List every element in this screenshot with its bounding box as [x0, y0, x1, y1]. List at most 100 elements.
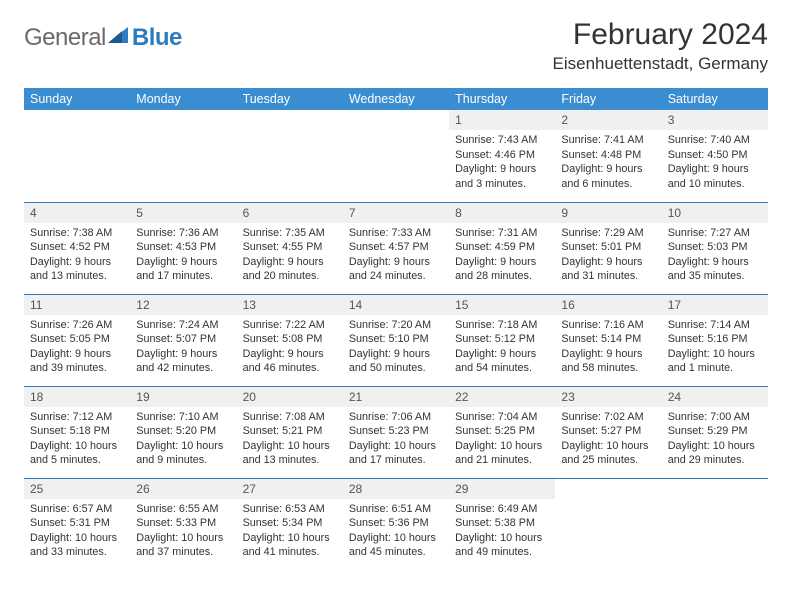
day-header: Tuesday [237, 88, 343, 110]
sunset-text: Sunset: 5:23 PM [349, 424, 443, 439]
day-number: 10 [662, 203, 768, 223]
sunrise-text: Sunrise: 7:29 AM [561, 226, 655, 241]
daylight-text: Daylight: 9 hours and 58 minutes. [561, 347, 655, 376]
daylight-text: Daylight: 9 hours and 42 minutes. [136, 347, 230, 376]
day-number: 6 [237, 203, 343, 223]
sunset-text: Sunset: 5:16 PM [668, 332, 762, 347]
daylight-text: Daylight: 10 hours and 13 minutes. [243, 439, 337, 468]
day-number: 27 [237, 479, 343, 499]
daylight-text: Daylight: 9 hours and 54 minutes. [455, 347, 549, 376]
sunrise-text: Sunrise: 7:31 AM [455, 226, 549, 241]
daylight-text: Daylight: 9 hours and 20 minutes. [243, 255, 337, 284]
day-body: Sunrise: 7:00 AMSunset: 5:29 PMDaylight:… [662, 407, 768, 474]
sunset-text: Sunset: 5:03 PM [668, 240, 762, 255]
location-text: Eisenhuettenstadt, Germany [553, 54, 768, 74]
day-number: 24 [662, 387, 768, 407]
calendar-day-cell: . [237, 110, 343, 202]
day-number: 17 [662, 295, 768, 315]
daylight-text: Daylight: 10 hours and 45 minutes. [349, 531, 443, 560]
day-number: 5 [130, 203, 236, 223]
daylight-text: Daylight: 10 hours and 9 minutes. [136, 439, 230, 468]
day-number: 21 [343, 387, 449, 407]
sunrise-text: Sunrise: 7:33 AM [349, 226, 443, 241]
sunrise-text: Sunrise: 7:14 AM [668, 318, 762, 333]
sunrise-text: Sunrise: 7:12 AM [30, 410, 124, 425]
sunset-text: Sunset: 5:08 PM [243, 332, 337, 347]
day-body: Sunrise: 7:08 AMSunset: 5:21 PMDaylight:… [237, 407, 343, 474]
day-body: Sunrise: 7:12 AMSunset: 5:18 PMDaylight:… [24, 407, 130, 474]
day-number: 4 [24, 203, 130, 223]
day-body: Sunrise: 7:20 AMSunset: 5:10 PMDaylight:… [343, 315, 449, 382]
daylight-text: Daylight: 10 hours and 1 minute. [668, 347, 762, 376]
day-header: Wednesday [343, 88, 449, 110]
sunset-text: Sunset: 4:59 PM [455, 240, 549, 255]
day-body: Sunrise: 7:26 AMSunset: 5:05 PMDaylight:… [24, 315, 130, 382]
calendar-day-cell: 2Sunrise: 7:41 AMSunset: 4:48 PMDaylight… [555, 110, 661, 202]
day-header-row: Sunday Monday Tuesday Wednesday Thursday… [24, 88, 768, 110]
daylight-text: Daylight: 9 hours and 46 minutes. [243, 347, 337, 376]
daylight-text: Daylight: 10 hours and 37 minutes. [136, 531, 230, 560]
day-body: Sunrise: 7:24 AMSunset: 5:07 PMDaylight:… [130, 315, 236, 382]
calendar-day-cell: 20Sunrise: 7:08 AMSunset: 5:21 PMDayligh… [237, 386, 343, 478]
daylight-text: Daylight: 9 hours and 35 minutes. [668, 255, 762, 284]
sunset-text: Sunset: 5:27 PM [561, 424, 655, 439]
day-number: 23 [555, 387, 661, 407]
daylight-text: Daylight: 9 hours and 50 minutes. [349, 347, 443, 376]
day-body: Sunrise: 7:10 AMSunset: 5:20 PMDaylight:… [130, 407, 236, 474]
day-body: Sunrise: 7:14 AMSunset: 5:16 PMDaylight:… [662, 315, 768, 382]
sunrise-text: Sunrise: 7:36 AM [136, 226, 230, 241]
day-body: Sunrise: 7:04 AMSunset: 5:25 PMDaylight:… [449, 407, 555, 474]
calendar-day-cell: 7Sunrise: 7:33 AMSunset: 4:57 PMDaylight… [343, 202, 449, 294]
day-body: Sunrise: 7:35 AMSunset: 4:55 PMDaylight:… [237, 223, 343, 290]
daylight-text: Daylight: 9 hours and 3 minutes. [455, 162, 549, 191]
sunrise-text: Sunrise: 6:57 AM [30, 502, 124, 517]
day-body: Sunrise: 7:40 AMSunset: 4:50 PMDaylight:… [662, 130, 768, 197]
sunset-text: Sunset: 4:48 PM [561, 148, 655, 163]
day-body: Sunrise: 7:22 AMSunset: 5:08 PMDaylight:… [237, 315, 343, 382]
calendar-day-cell: 12Sunrise: 7:24 AMSunset: 5:07 PMDayligh… [130, 294, 236, 386]
sunset-text: Sunset: 5:38 PM [455, 516, 549, 531]
calendar-day-cell: 4Sunrise: 7:38 AMSunset: 4:52 PMDaylight… [24, 202, 130, 294]
calendar-day-cell: 8Sunrise: 7:31 AMSunset: 4:59 PMDaylight… [449, 202, 555, 294]
sunset-text: Sunset: 5:33 PM [136, 516, 230, 531]
sunset-text: Sunset: 5:07 PM [136, 332, 230, 347]
sunset-text: Sunset: 5:20 PM [136, 424, 230, 439]
sunrise-text: Sunrise: 6:49 AM [455, 502, 549, 517]
calendar-week-row: 11Sunrise: 7:26 AMSunset: 5:05 PMDayligh… [24, 294, 768, 386]
daylight-text: Daylight: 10 hours and 17 minutes. [349, 439, 443, 468]
calendar-day-cell: 17Sunrise: 7:14 AMSunset: 5:16 PMDayligh… [662, 294, 768, 386]
day-number: 16 [555, 295, 661, 315]
day-body: Sunrise: 6:57 AMSunset: 5:31 PMDaylight:… [24, 499, 130, 566]
calendar-day-cell: 10Sunrise: 7:27 AMSunset: 5:03 PMDayligh… [662, 202, 768, 294]
calendar-day-cell: 13Sunrise: 7:22 AMSunset: 5:08 PMDayligh… [237, 294, 343, 386]
sunrise-text: Sunrise: 7:20 AM [349, 318, 443, 333]
calendar-week-row: 25Sunrise: 6:57 AMSunset: 5:31 PMDayligh… [24, 478, 768, 570]
logo-triangle-icon [108, 27, 130, 50]
day-header: Saturday [662, 88, 768, 110]
sunrise-text: Sunrise: 7:02 AM [561, 410, 655, 425]
day-number: 18 [24, 387, 130, 407]
daylight-text: Daylight: 9 hours and 31 minutes. [561, 255, 655, 284]
sunrise-text: Sunrise: 7:40 AM [668, 133, 762, 148]
daylight-text: Daylight: 9 hours and 17 minutes. [136, 255, 230, 284]
calendar-day-cell: 21Sunrise: 7:06 AMSunset: 5:23 PMDayligh… [343, 386, 449, 478]
sunset-text: Sunset: 4:46 PM [455, 148, 549, 163]
sunrise-text: Sunrise: 7:41 AM [561, 133, 655, 148]
sunset-text: Sunset: 5:34 PM [243, 516, 337, 531]
day-body: Sunrise: 6:55 AMSunset: 5:33 PMDaylight:… [130, 499, 236, 566]
calendar-day-cell: 11Sunrise: 7:26 AMSunset: 5:05 PMDayligh… [24, 294, 130, 386]
calendar-day-cell: 19Sunrise: 7:10 AMSunset: 5:20 PMDayligh… [130, 386, 236, 478]
month-title: February 2024 [553, 18, 768, 52]
calendar-day-cell: 5Sunrise: 7:36 AMSunset: 4:53 PMDaylight… [130, 202, 236, 294]
calendar-table: Sunday Monday Tuesday Wednesday Thursday… [24, 88, 768, 570]
sunset-text: Sunset: 5:25 PM [455, 424, 549, 439]
day-number: 29 [449, 479, 555, 499]
sunrise-text: Sunrise: 7:22 AM [243, 318, 337, 333]
day-body: Sunrise: 6:51 AMSunset: 5:36 PMDaylight:… [343, 499, 449, 566]
calendar-day-cell: 26Sunrise: 6:55 AMSunset: 5:33 PMDayligh… [130, 478, 236, 570]
day-body: Sunrise: 7:33 AMSunset: 4:57 PMDaylight:… [343, 223, 449, 290]
brand-logo: General Blue [24, 24, 182, 52]
daylight-text: Daylight: 9 hours and 28 minutes. [455, 255, 549, 284]
day-header: Sunday [24, 88, 130, 110]
sunset-text: Sunset: 5:21 PM [243, 424, 337, 439]
